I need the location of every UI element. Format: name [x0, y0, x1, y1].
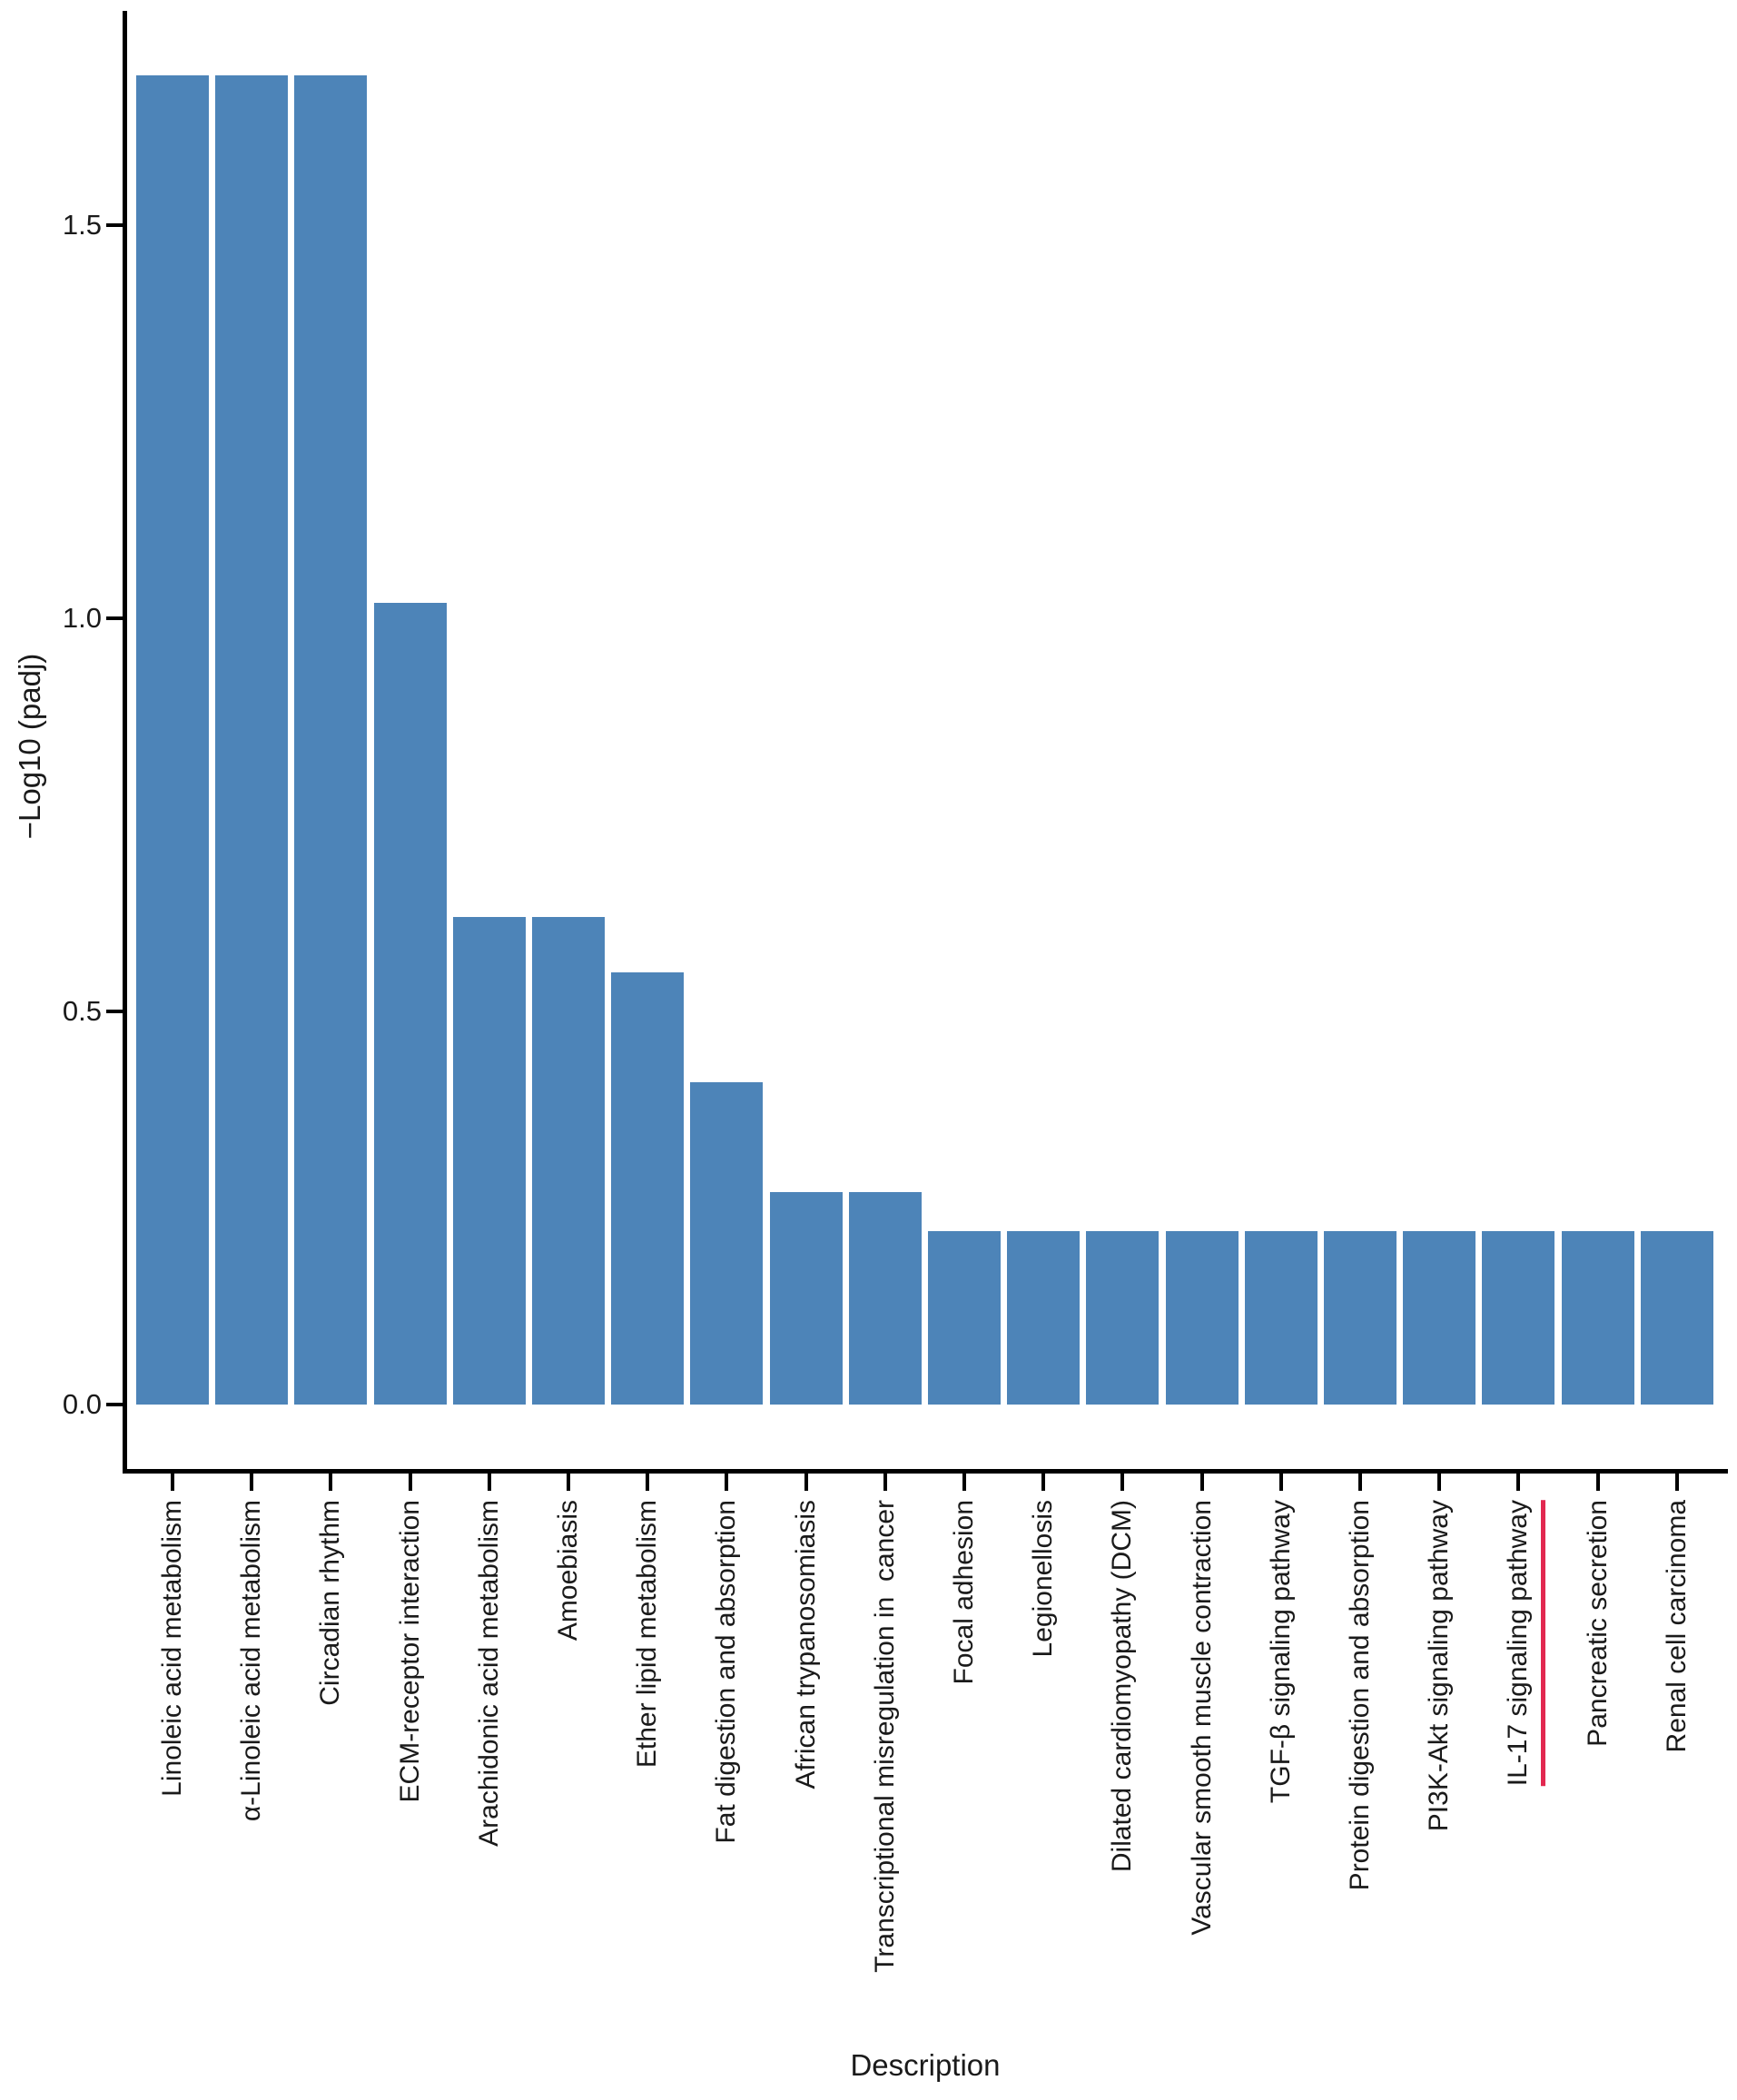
x-tick: [646, 1474, 650, 1491]
category-label: Arachidonic acid metabolism: [473, 1500, 504, 1847]
category-label: Transcriptional misregulation in cancer: [869, 1500, 900, 1973]
x-axis-line: [123, 1469, 1728, 1474]
bar: [1165, 1231, 1239, 1405]
x-tick: [725, 1474, 729, 1491]
category-label: Renal cell carcinoma: [1661, 1500, 1692, 1753]
category-label: ECM-receptor interaction: [394, 1500, 425, 1803]
x-tick: [1358, 1474, 1362, 1491]
x-tick: [1437, 1474, 1442, 1491]
bar: [928, 1231, 1001, 1405]
x-tick: [329, 1474, 333, 1491]
x-tick: [1120, 1474, 1125, 1491]
category-label: Circadian rhythm: [315, 1500, 346, 1706]
bar: [611, 971, 685, 1405]
y-axis-line: [123, 11, 127, 1474]
x-tick: [171, 1474, 174, 1491]
category-label: Legionellosis: [1028, 1500, 1059, 1658]
bar: [1244, 1231, 1318, 1405]
bar: [452, 917, 526, 1405]
category-label: Pancreatic secretion: [1582, 1500, 1613, 1747]
category-label: Linoleic acid metabolism: [157, 1500, 187, 1797]
x-tick: [1278, 1474, 1283, 1491]
x-tick: [487, 1474, 491, 1491]
bar: [848, 1192, 922, 1405]
bar: [1007, 1231, 1081, 1405]
y-tick-label: 1.0: [62, 602, 102, 634]
y-tick-label: 0.0: [62, 1388, 102, 1420]
category-label: Dilated cardiomyopathy (DCM): [1107, 1500, 1138, 1873]
x-tick: [250, 1474, 254, 1491]
x-tick: [1595, 1474, 1600, 1491]
category-label: Focal adhesion: [949, 1500, 979, 1685]
bar: [136, 75, 209, 1405]
x-axis-title: Description: [850, 2048, 1001, 2082]
x-tick: [567, 1474, 570, 1491]
category-label: TGF-β signaling pathway: [1265, 1500, 1296, 1804]
category-label: Protein digestion and absorption: [1345, 1500, 1375, 1891]
bar: [1403, 1231, 1476, 1405]
bar: [373, 602, 447, 1405]
x-tick: [1674, 1474, 1679, 1491]
category-label: Ether lipid metabolism: [632, 1500, 663, 1769]
category-label: Amoebiasis: [553, 1500, 583, 1642]
bar: [215, 75, 289, 1405]
bar: [690, 1081, 764, 1405]
bar: [1561, 1231, 1634, 1405]
x-tick: [1041, 1474, 1046, 1491]
y-tick-label: 0.5: [62, 995, 102, 1027]
bar: [769, 1192, 843, 1405]
y-tick: [106, 1010, 124, 1013]
x-tick: [1516, 1474, 1521, 1491]
y-axis-title: −Log10 (padj): [13, 653, 46, 840]
y-tick: [106, 616, 124, 620]
category-label: α-Linoleic acid metabolism: [236, 1500, 267, 1822]
bar: [294, 75, 368, 1405]
y-tick: [106, 223, 124, 227]
x-tick: [962, 1474, 966, 1491]
y-tick-label: 1.5: [62, 209, 102, 241]
x-tick: [804, 1474, 808, 1491]
bar: [1324, 1231, 1397, 1405]
bar: [1086, 1231, 1160, 1405]
bar: [1640, 1231, 1713, 1405]
category-label: African trypanosomiasis: [790, 1500, 821, 1789]
category-label: Fat digestion and absorption: [711, 1500, 742, 1844]
x-tick: [408, 1474, 412, 1491]
bar: [1482, 1231, 1555, 1405]
x-tick: [1199, 1474, 1204, 1491]
category-label-highlighted: IL-17 signaling pathway: [1503, 1500, 1546, 1787]
category-label: PI3K-Akt signaling pathway: [1424, 1500, 1455, 1832]
x-tick: [883, 1474, 887, 1491]
category-label: Vascular smooth muscle contraction: [1186, 1500, 1217, 1936]
y-tick: [106, 1403, 124, 1406]
bar: [532, 917, 605, 1405]
